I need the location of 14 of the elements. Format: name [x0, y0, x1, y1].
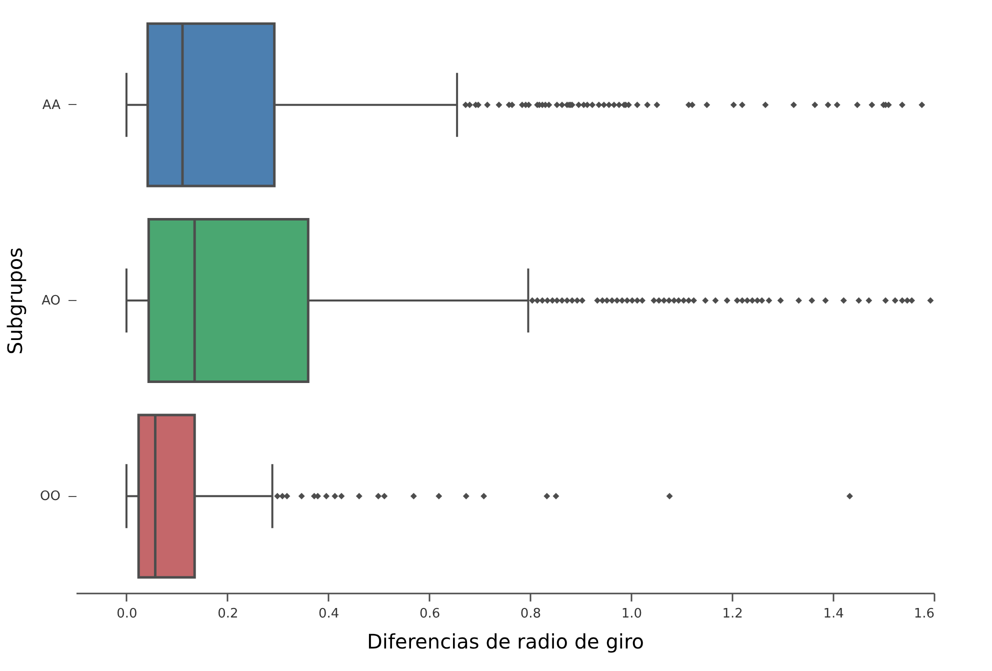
y-axis-title: Subgrupos [3, 247, 28, 355]
y-tick-label: AA [42, 98, 61, 113]
x-tick-label: 0.8 [520, 606, 542, 622]
x-tick-label: 0.4 [318, 606, 340, 622]
x-tick-label: 0.0 [116, 606, 138, 622]
x-axis-title: Diferencias de radio de giro [367, 630, 644, 654]
x-tick-label: 1.4 [823, 606, 844, 622]
x-tick-label: 1.2 [722, 606, 743, 622]
y-tick-label: AO [42, 294, 60, 308]
x-tick-label: 0.2 [218, 606, 238, 622]
x-tick-label: 1.6 [914, 606, 934, 622]
x-tick-label: 0.6 [419, 606, 440, 622]
x-tick-label: 1.0 [621, 606, 642, 622]
y-tick-label: OO [40, 489, 60, 504]
